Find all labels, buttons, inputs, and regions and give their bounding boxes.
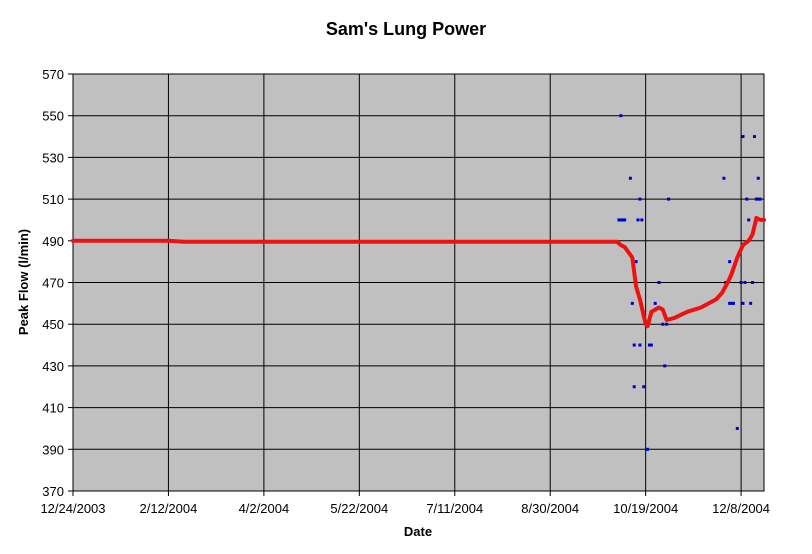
y-tick-label: 430 — [42, 359, 64, 374]
data-point — [653, 301, 657, 305]
data-point — [756, 197, 760, 201]
x-tick-label: 12/24/2003 — [40, 501, 105, 516]
data-point — [731, 301, 735, 305]
y-tick-label: 530 — [42, 150, 64, 165]
trend-line — [71, 215, 766, 329]
data-point — [646, 447, 650, 451]
data-point — [661, 322, 665, 326]
y-tick-label: 450 — [42, 317, 64, 332]
x-tick-label: 4/2/2004 — [239, 501, 290, 516]
y-tick-label: 570 — [42, 67, 64, 82]
y-axis-title: Peak Flow (l/min) — [16, 229, 31, 335]
data-point — [730, 301, 734, 305]
data-point — [657, 281, 661, 284]
data-point — [758, 197, 762, 201]
y-tick-label: 490 — [42, 234, 64, 249]
x-tick-label: 8/30/2004 — [521, 501, 579, 516]
data-point — [649, 343, 653, 347]
axis-ticks: 370 390 410 430 450 470 490 510 530 550 570 12/24/2… — [40, 67, 770, 516]
y-tick-label: 410 — [42, 401, 64, 416]
data-point — [640, 218, 644, 222]
data-point — [628, 176, 632, 180]
data-point — [647, 343, 651, 347]
data-point — [623, 218, 627, 222]
data-point — [632, 385, 636, 389]
data-point — [663, 364, 667, 368]
y-tick-label: 390 — [42, 442, 64, 457]
data-point — [741, 135, 745, 139]
y-tick-label: 550 — [42, 109, 64, 124]
data-point — [634, 260, 638, 264]
data-point — [619, 114, 623, 118]
data-point — [745, 197, 749, 201]
data-point — [667, 197, 671, 201]
data-point — [735, 426, 739, 430]
data-point — [636, 218, 640, 222]
data-point — [751, 281, 755, 284]
data-point — [739, 281, 743, 284]
x-tick-label: 7/11/2004 — [426, 501, 483, 516]
chart-title: Sam's Lung Power — [326, 19, 486, 39]
data-point — [728, 260, 732, 264]
data-point — [743, 281, 747, 284]
y-tick-label: 370 — [42, 484, 64, 499]
data-point — [749, 301, 753, 305]
x-axis-title: Date — [404, 524, 432, 539]
data-point — [728, 301, 732, 305]
x-tick-label: 10/19/2004 — [613, 501, 678, 516]
data-point — [752, 135, 756, 139]
y-tick-label: 510 — [42, 192, 64, 207]
data-point — [754, 197, 758, 201]
data-point — [638, 343, 642, 347]
data-point — [621, 218, 625, 222]
data-point — [642, 385, 646, 389]
data-point — [630, 301, 634, 305]
data-point — [747, 218, 751, 222]
data-point — [741, 301, 745, 305]
data-point — [722, 176, 726, 180]
data-points — [617, 114, 762, 451]
data-point — [617, 218, 621, 222]
data-point — [665, 322, 669, 326]
x-tick-label: 5/22/2004 — [330, 501, 388, 516]
x-tick-label: 12/8/2004 — [712, 501, 770, 516]
data-point — [638, 197, 642, 201]
x-tick-label: 2/12/2004 — [140, 501, 198, 516]
data-point — [632, 343, 636, 347]
y-tick-label: 470 — [42, 276, 64, 291]
data-point — [619, 218, 623, 222]
data-point — [756, 176, 760, 180]
